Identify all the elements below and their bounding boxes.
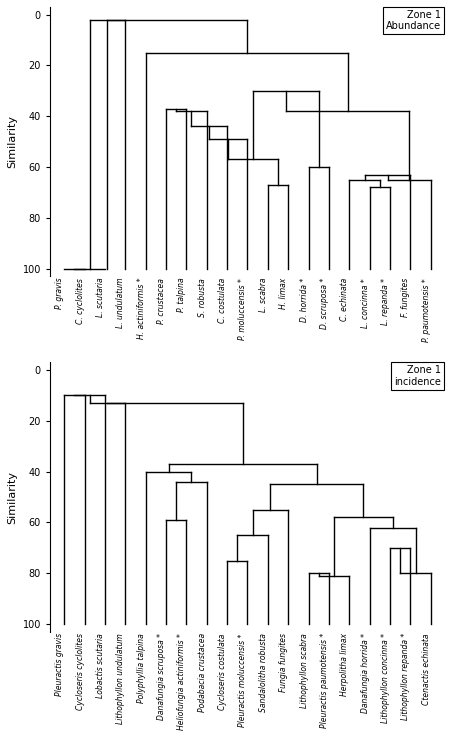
Text: Zone 1
Abundance: Zone 1 Abundance	[385, 10, 440, 31]
Y-axis label: Similarity: Similarity	[7, 115, 17, 168]
Text: Zone 1
incidence: Zone 1 incidence	[393, 365, 440, 387]
Y-axis label: Similarity: Similarity	[7, 470, 17, 523]
